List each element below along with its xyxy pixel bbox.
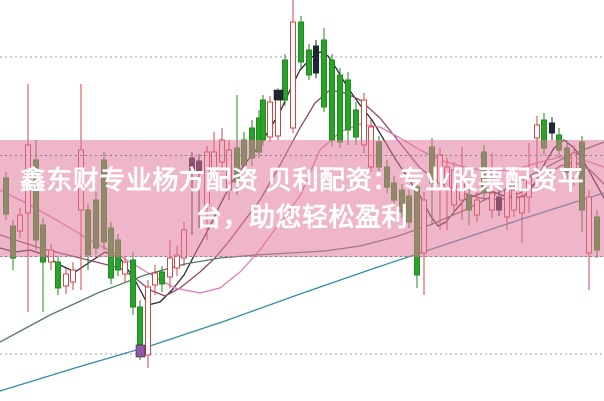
caption-banner: 鑫东财专业杨方配资 贝利配资：专业股票配资平 台，助您轻松盈利 xyxy=(0,140,604,257)
gridline-in-banner-lower xyxy=(0,256,604,257)
gridline-in-banner-upper xyxy=(0,155,604,156)
caption-line-1: 鑫东财专业杨方配资 贝利配资：专业股票配资平 xyxy=(19,164,585,195)
caption-line-2: 台，助您轻松盈利 xyxy=(195,201,408,232)
